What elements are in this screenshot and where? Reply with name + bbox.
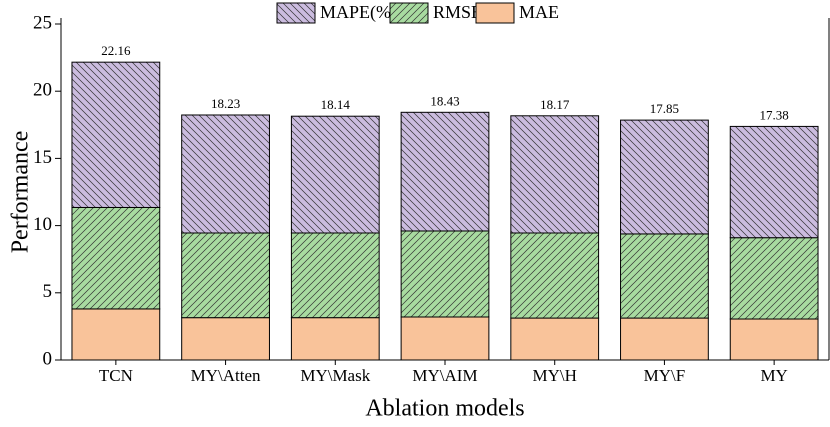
bar-segment	[290, 115, 380, 234]
bar-segment	[620, 119, 709, 235]
bar-segment	[620, 317, 709, 361]
legend-label: MAE	[519, 2, 559, 22]
y-tick-label: 5	[43, 281, 53, 302]
y-tick-label: 20	[33, 80, 52, 101]
legend-label: MAPE(%)	[320, 2, 397, 23]
y-tick-label: 10	[33, 214, 52, 235]
x-tick-label: MY\F	[644, 366, 686, 385]
x-tick-label: TCN	[99, 366, 133, 385]
bar-segment	[71, 308, 161, 361]
bar-segment	[729, 237, 819, 320]
y-tick-label: 0	[43, 348, 53, 369]
total-label: 18.43	[430, 93, 459, 108]
bar-segment	[181, 114, 270, 234]
bar-segment	[400, 230, 490, 318]
bar-segment	[181, 232, 270, 319]
total-label: 18.17	[540, 97, 570, 112]
x-tick-label: MY\H	[533, 366, 577, 385]
bar-segment	[181, 317, 270, 361]
bar-segment	[510, 232, 600, 319]
bar-segment	[620, 233, 709, 319]
total-label: 22.16	[101, 43, 131, 58]
legend-label: RMSE	[433, 2, 482, 22]
y-axis-label: Performance	[8, 131, 34, 254]
x-axis-label: Ablation models	[365, 396, 524, 422]
total-label: 17.38	[760, 107, 789, 122]
total-label: 17.85	[650, 101, 679, 116]
legend-swatch	[475, 2, 515, 24]
bar-segment	[71, 206, 161, 310]
total-label: 18.23	[211, 96, 240, 111]
x-tick-label: MY	[760, 366, 787, 385]
x-tick-label: MY\Mask	[300, 366, 370, 385]
total-label: 18.14	[321, 97, 351, 112]
x-tick-label: MY\Atten	[191, 366, 261, 385]
x-tick-label: MY\AIM	[412, 366, 477, 385]
bar-segment	[400, 111, 490, 232]
bar-segment	[510, 317, 600, 361]
y-tick-label: 25	[33, 12, 52, 33]
bar-segment	[71, 61, 161, 208]
bar-segment	[729, 318, 819, 361]
bar-segment	[729, 125, 819, 239]
bar-segment	[400, 316, 490, 361]
bar-segment	[290, 232, 380, 319]
legend-swatch	[276, 2, 316, 24]
bar-segment	[510, 115, 600, 234]
y-tick-label: 15	[33, 147, 52, 168]
legend-swatch	[389, 2, 429, 24]
bar-segment	[290, 317, 380, 361]
